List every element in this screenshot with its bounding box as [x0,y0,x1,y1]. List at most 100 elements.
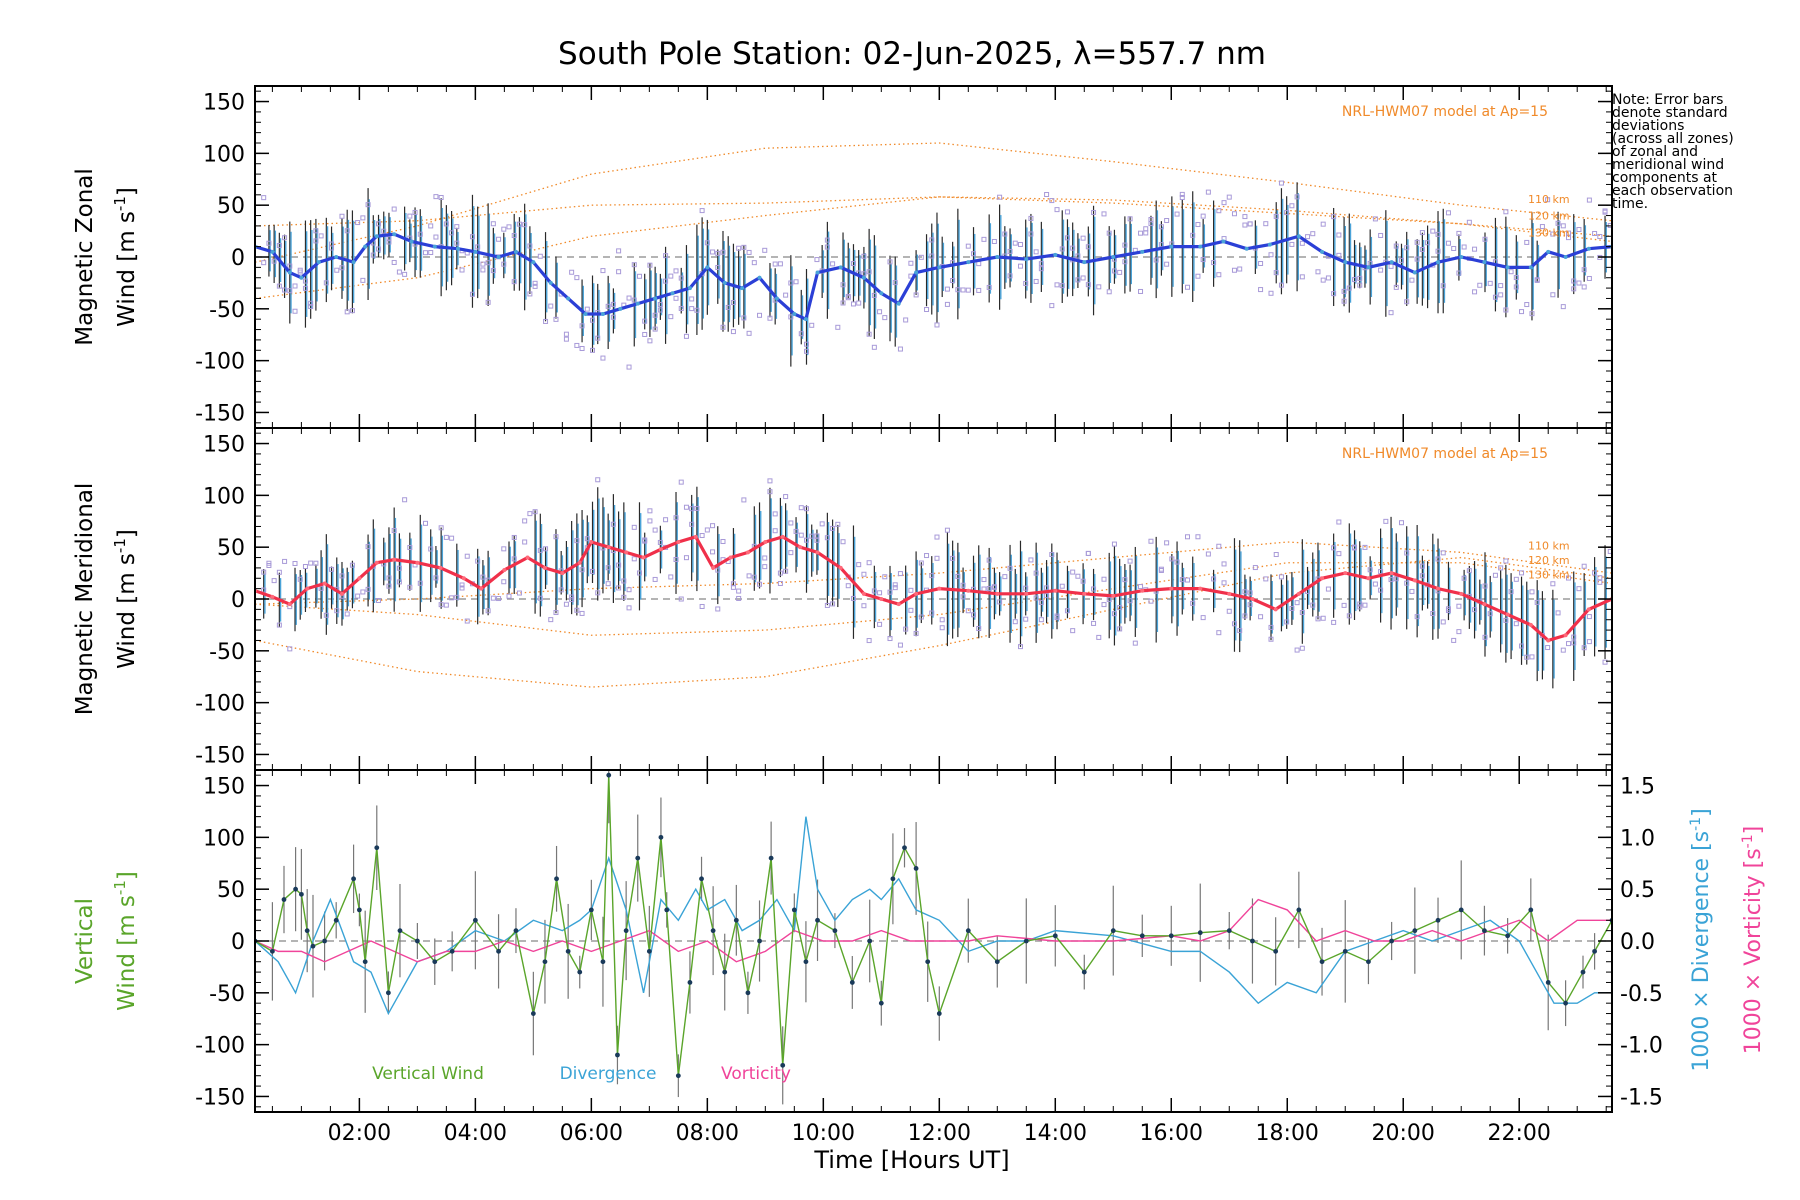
scatter-point [1158,242,1164,248]
zonal-wind-point [1389,260,1394,265]
scatter-point [1550,231,1556,237]
scatter-point [1231,211,1237,217]
scatter-point [965,243,971,249]
scatter-point [1117,626,1123,632]
scatter-point [610,301,616,307]
scatter-point [522,518,528,524]
scatter-point [824,237,830,243]
zonal-wind-point [299,275,304,280]
vertical-wind-point [815,917,820,923]
scatter-point [1028,231,1034,237]
scatter-point [276,622,282,628]
scatter-point [417,231,423,237]
vertical-wind-point [925,959,931,965]
scatter-point [1059,583,1065,589]
scatter-point [788,280,794,286]
zonal-wind-point [566,296,571,301]
scatter-point [997,194,1003,200]
scatter-point [1513,275,1519,281]
scatter-point [1388,263,1394,269]
scatter-point [1466,219,1472,225]
scatter-point [386,236,392,242]
scatter-point [1101,211,1107,217]
scatter-point [407,584,413,590]
scatter-point [741,497,747,503]
scatter-point [590,568,596,574]
scatter-point [845,293,851,299]
scatter-point [1038,617,1044,623]
scatter-point [1258,287,1264,293]
scatter-point [302,564,308,570]
scatter-point [1529,311,1535,317]
scatter-point [1294,647,1300,653]
scatter-point [788,550,794,556]
scatter-point [694,505,700,511]
scatter-point [1059,246,1065,252]
scatter-point [1571,286,1577,292]
scatter-point [1268,624,1274,630]
scatter-point [950,555,956,561]
scatter-point [1597,575,1603,581]
meridional-wind-point [1227,591,1232,596]
y-tick-label: 100 [203,826,245,851]
scatter-point [1023,585,1029,591]
scatter-point [1383,518,1389,524]
meridional-wind-point [1140,588,1145,593]
scatter-point [803,506,809,512]
scatter-point [1487,611,1493,617]
scatter-point [647,508,653,514]
scatter-point [636,570,642,576]
scatter-point [1445,210,1451,216]
meridional-wind-point [624,550,629,555]
vertical-wind-point [849,980,855,985]
scatter-point [563,336,569,342]
scatter-point [1106,230,1112,236]
zonal-wind-point [879,291,884,296]
scatter-point [683,555,689,561]
scatter-point [579,567,585,573]
scatter-point [1075,253,1081,259]
scatter-point [1560,304,1566,310]
scatter-point [871,344,877,350]
scatter-point [276,569,282,575]
scatter-point [396,565,402,571]
scatter-point [475,558,481,564]
scatter-point [1346,285,1352,291]
scatter-point [616,585,622,591]
scatter-point [1195,222,1201,228]
scatter-point [1143,226,1149,232]
scatter-point [1216,272,1222,278]
scatter-point [1299,274,1305,280]
vertical-wind-point [606,772,612,778]
vertical-wind-point [867,938,873,944]
scatter-point [1498,565,1504,571]
scatter-point [396,579,402,585]
vertical-wind-point [722,969,728,975]
zonal-wind-point [409,239,414,244]
y2-tick-label: 1.0 [1620,826,1655,851]
scatter-point [302,285,308,291]
scatter-point [736,588,742,594]
scatter-point [1341,288,1347,294]
zonal-wind-point [513,249,518,254]
scatter-point [1503,209,1509,215]
scatter-point [266,240,272,246]
model-label: NRL-HWM07 model at Ap=15 [1342,446,1548,462]
meridional-wind-point [1459,591,1464,596]
scatter-point [678,596,684,602]
x-tick-label: 08:00 [676,1121,739,1146]
zonal-wind-point [270,249,275,254]
scatter-point [1091,620,1097,626]
note-line: (across all zones) [1612,131,1734,147]
scatter-point [741,315,747,321]
y-tick-label: 100 [203,142,245,167]
scatter-point [1007,565,1013,571]
y-tick-label: -150 [195,743,245,768]
scatter-point [1117,269,1123,275]
legend-entry: Vertical Wind [372,1064,484,1084]
meridional-wind-point [1169,586,1174,591]
scatter-point [1472,289,1478,295]
scatter-point [1378,232,1384,238]
scatter-point [1320,615,1326,621]
scatter-point [626,364,632,370]
